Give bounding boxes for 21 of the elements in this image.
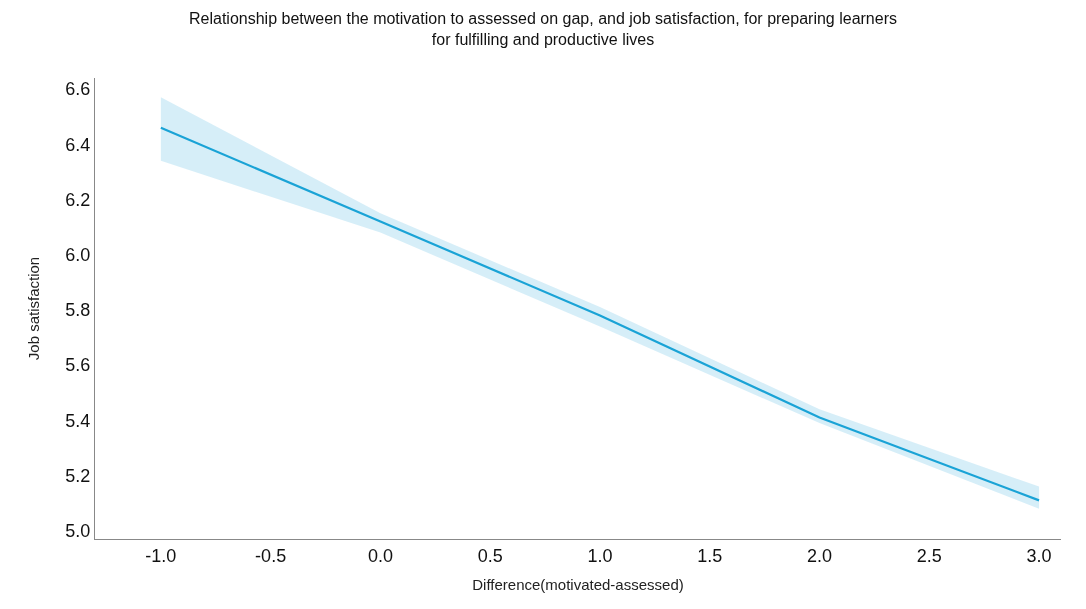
x-tick-label: -1.0 — [145, 545, 177, 566]
y-tick-label: 6.2 — [65, 189, 91, 210]
x-axis-title: Difference(motivated-assessed) — [472, 575, 684, 593]
x-tick-label: 1.5 — [697, 545, 723, 566]
x-tick-label: 3.0 — [1026, 545, 1052, 566]
y-axis-title: Job satisfaction — [24, 256, 42, 361]
x-tick-label: 2.0 — [806, 545, 833, 566]
y-tick-label: 5.6 — [65, 355, 91, 376]
x-tick-label: 0.0 — [367, 545, 393, 566]
y-tick-label: 6.6 — [65, 79, 91, 100]
x-tick-label: 2.5 — [916, 545, 942, 566]
y-tick-label: 5.8 — [65, 300, 91, 321]
x-tick-label: 0.5 — [477, 545, 503, 566]
y-tick-label: 6.0 — [65, 244, 91, 265]
y-tick-label: 5.0 — [65, 521, 91, 542]
x-tick-label: -0.5 — [255, 545, 287, 566]
y-tick-label: 5.4 — [65, 410, 91, 431]
y-tick-label: 6.4 — [65, 134, 91, 155]
y-tick-label: 5.2 — [65, 465, 91, 486]
chart-title: Relationship between the motivation to assessed on gap, and job satisfaction, for preparing learners for fulfilling and productive lives — [189, 10, 897, 49]
x-tick-label: 1.0 — [587, 545, 613, 566]
